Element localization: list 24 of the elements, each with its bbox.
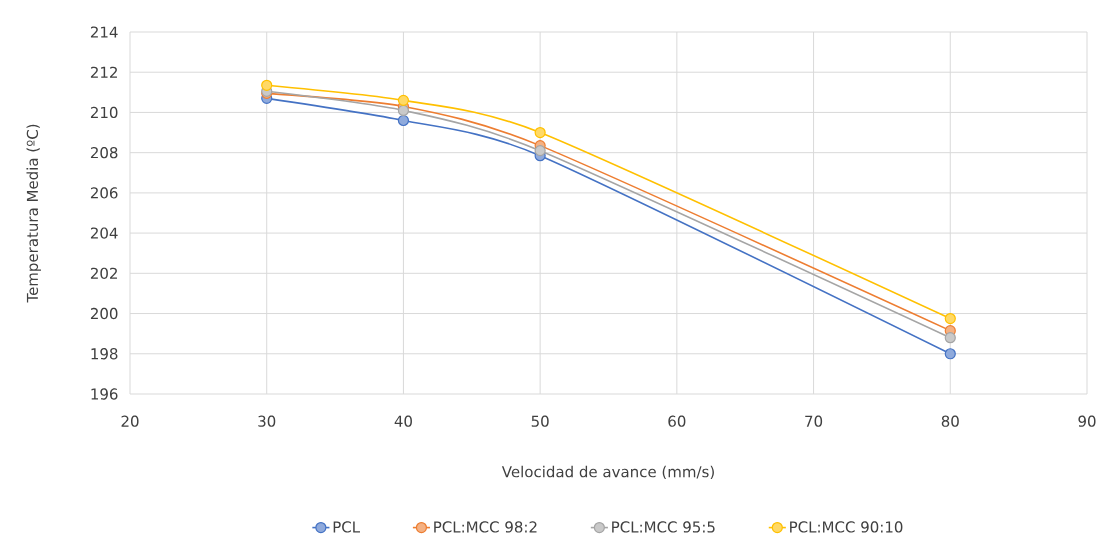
x-tick-label: 20 <box>121 415 139 427</box>
x-tick-label: 90 <box>1078 415 1096 427</box>
y-tick-label: 196 <box>91 388 118 400</box>
y-tick-label: 206 <box>90 187 118 199</box>
legend-label: PCL <box>333 521 360 533</box>
legend-label: PCL:MCC 90:10 <box>790 521 903 533</box>
x-tick-label: 80 <box>941 415 959 427</box>
x-tick-label: 30 <box>258 415 276 427</box>
y-axis-title: Temperatura Media (ºC) <box>26 124 41 303</box>
y-tick-label: 214 <box>90 26 118 38</box>
y-tick-label: 204 <box>90 227 118 239</box>
legend-label: PCL:MCC 98:2 <box>434 521 537 533</box>
x-axis-title: Velocidad de avance (mm/s) <box>501 465 714 480</box>
y-tick-label: 210 <box>90 106 118 119</box>
y-tick-label: 198 <box>91 348 118 360</box>
x-tick-label: 70 <box>805 415 823 427</box>
x-tick-label: 40 <box>394 415 412 427</box>
y-tick-label: 200 <box>90 307 118 320</box>
y-tick-label: 208 <box>90 146 118 159</box>
y-tick-label: 202 <box>90 267 117 279</box>
legend-label: PCL:MCC 95:5 <box>612 521 715 533</box>
x-tick-label: 50 <box>531 415 549 427</box>
y-tick-label: 212 <box>90 66 117 78</box>
x-tick-label: 60 <box>668 415 686 427</box>
